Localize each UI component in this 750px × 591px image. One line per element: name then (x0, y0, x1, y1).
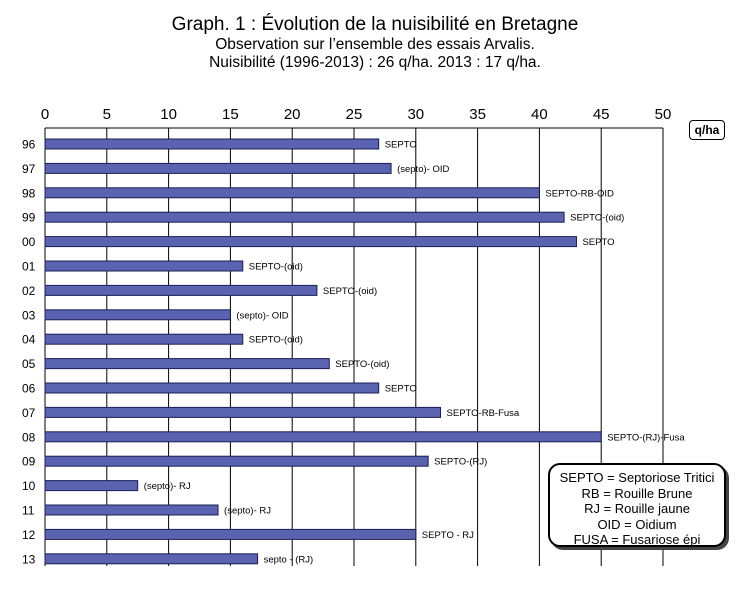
chart-title-block: Graph. 1 : Évolution de la nuisibilité e… (0, 14, 750, 72)
bar (44, 480, 139, 492)
legend-item: SEPTO = Septoriose Tritici (559, 470, 715, 485)
x-tick-label: 45 (593, 106, 610, 123)
x-tick-label: 30 (407, 106, 424, 123)
y-tick-label: 01 (22, 260, 36, 274)
x-tick-label: 50 (655, 106, 672, 123)
bar-data-label: SEPTO - RJ (422, 530, 474, 541)
y-tick-label: 98 (22, 186, 36, 200)
y-tick-label: 11 (22, 504, 35, 518)
x-tick-label: 0 (41, 106, 49, 123)
y-tick-label: 08 (22, 430, 36, 444)
y-tick-label: 99 (22, 211, 36, 225)
legend-item: FUSA = Fusariose épi (573, 532, 701, 548)
bar-data-label: SEPTO-(RJ) (434, 457, 487, 468)
legend-item: OID = Oidium (597, 516, 677, 532)
bar (44, 187, 540, 199)
bar-data-label: SEPTO (385, 140, 417, 151)
x-tick-label: 35 (469, 106, 486, 123)
bar-data-label: SEPTO-(oid) (249, 262, 303, 273)
y-tick-label: 12 (22, 528, 36, 542)
bar (44, 431, 602, 443)
bar (44, 260, 244, 272)
bar (44, 455, 429, 467)
chart-subtitle: Observation sur l’ensemble des essais Ar… (215, 36, 535, 53)
bar-data-label: SEPTO (385, 384, 417, 395)
bar (44, 406, 442, 418)
bar (44, 504, 219, 516)
y-tick-label: 96 (22, 138, 36, 152)
unit-label: q/ha (689, 120, 725, 140)
x-tick-label: 20 (284, 106, 301, 123)
bar-data-label: (septo)- OID (397, 164, 449, 175)
legend-item: RJ = Rouille jaune (584, 501, 690, 517)
bar (44, 553, 259, 565)
bar-data-label: SEPTO-(oid) (323, 286, 377, 297)
bar-data-label: SEPTO-(oid) (570, 213, 624, 224)
x-tick-label: 5 (103, 106, 111, 123)
bar-data-label: SEPTO-RB-Fusa (447, 408, 520, 419)
bar (44, 211, 565, 223)
y-tick-label: 00 (22, 235, 36, 249)
bar-data-label: (septo)- RJ (224, 506, 271, 517)
bar (44, 333, 244, 345)
bar-data-label: septo - (RJ) (264, 554, 314, 565)
bar (44, 309, 231, 321)
y-tick-label: 02 (22, 284, 36, 298)
bar (44, 138, 380, 150)
chart-title: Graph. 1 : Évolution de la nuisibilité e… (171, 14, 579, 35)
y-tick-label: 97 (22, 162, 36, 176)
legend-box: SEPTO = Septoriose Tritici RB = Rouille … (548, 463, 726, 547)
bar-data-label: SEPTO-(oid) (335, 359, 389, 370)
y-tick-label: 03 (22, 308, 36, 322)
x-tick-label: 25 (346, 106, 363, 123)
x-tick-label: 40 (531, 106, 548, 123)
bar-data-label: (septo)- RJ (144, 481, 191, 492)
bar (44, 284, 318, 296)
y-tick-label: 09 (22, 455, 36, 469)
bar (44, 358, 330, 370)
y-tick-label: 10 (22, 479, 36, 493)
x-tick-label: 15 (222, 106, 239, 123)
bar (44, 528, 417, 540)
bar (44, 162, 392, 174)
bar (44, 382, 380, 394)
bar-data-label: SEPTO-(oid) (249, 335, 303, 346)
bar-data-label: SEPTO (582, 237, 614, 248)
y-tick-label: 13 (22, 552, 36, 566)
y-tick-label: 05 (22, 357, 36, 371)
y-tick-label: 04 (22, 333, 36, 347)
bar-data-label: (septo)- OID (236, 310, 288, 321)
bar-data-label: SEPTO-(RJ)-Fusa (607, 432, 685, 443)
bar (44, 236, 577, 248)
legend-item: RB = Rouille Brune (581, 485, 693, 501)
x-tick-label: 10 (160, 106, 177, 123)
y-tick-label: 06 (22, 382, 36, 396)
chart-subtitle-2: Nuisibilité (1996-2013) : 26 q/ha. 2013 … (209, 54, 541, 71)
bar-data-label: SEPTO-RB-OID (545, 188, 614, 199)
y-tick-label: 07 (22, 406, 36, 420)
